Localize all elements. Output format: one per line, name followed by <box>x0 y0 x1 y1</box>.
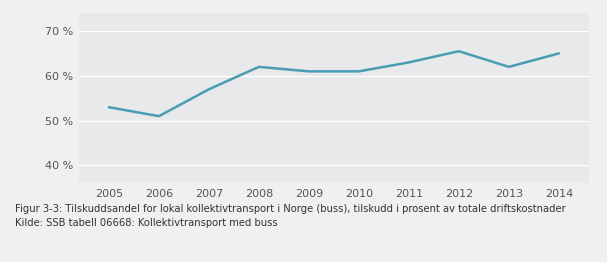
Text: Figur 3-3: Tilskuddsandel for lokal kollektivtransport i Norge (buss), tilskudd : Figur 3-3: Tilskuddsandel for lokal koll… <box>15 204 566 228</box>
